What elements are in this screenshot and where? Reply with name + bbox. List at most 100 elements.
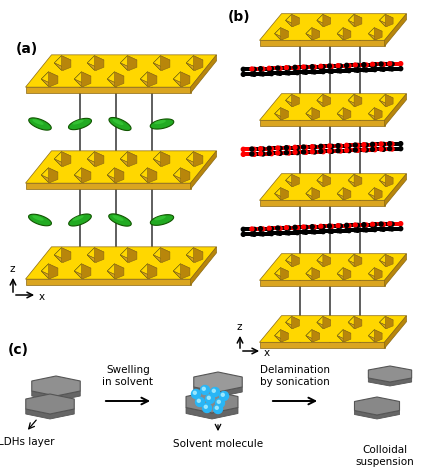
Circle shape <box>399 62 402 67</box>
Circle shape <box>293 71 297 75</box>
Polygon shape <box>304 66 315 70</box>
Polygon shape <box>385 174 406 207</box>
Circle shape <box>362 149 366 152</box>
Circle shape <box>276 231 280 236</box>
Polygon shape <box>317 101 325 107</box>
Circle shape <box>284 151 288 155</box>
Circle shape <box>379 63 383 67</box>
Polygon shape <box>260 148 271 151</box>
Circle shape <box>379 68 383 72</box>
Polygon shape <box>87 57 94 71</box>
Polygon shape <box>243 228 254 232</box>
Polygon shape <box>25 88 191 94</box>
Circle shape <box>336 144 340 149</box>
Text: (c): (c) <box>8 342 29 356</box>
Circle shape <box>215 407 218 409</box>
Polygon shape <box>148 264 157 279</box>
Circle shape <box>336 224 340 228</box>
Polygon shape <box>337 268 351 278</box>
Circle shape <box>287 152 291 156</box>
Polygon shape <box>269 72 280 76</box>
Polygon shape <box>312 188 319 200</box>
Polygon shape <box>385 316 406 348</box>
Circle shape <box>219 392 229 401</box>
Polygon shape <box>41 271 51 279</box>
Polygon shape <box>194 248 203 263</box>
Polygon shape <box>160 57 170 71</box>
Circle shape <box>310 225 314 229</box>
Polygon shape <box>321 65 332 69</box>
Polygon shape <box>348 175 354 187</box>
Polygon shape <box>114 73 124 87</box>
Polygon shape <box>347 229 357 233</box>
Polygon shape <box>347 64 357 68</box>
Circle shape <box>388 68 392 71</box>
Polygon shape <box>120 152 128 167</box>
Circle shape <box>390 148 394 152</box>
Circle shape <box>390 68 394 72</box>
Polygon shape <box>364 143 375 148</box>
Circle shape <box>293 151 297 155</box>
Circle shape <box>371 223 375 227</box>
Circle shape <box>364 149 368 153</box>
Circle shape <box>321 225 325 229</box>
Circle shape <box>214 405 222 414</box>
Polygon shape <box>87 159 97 167</box>
Circle shape <box>330 65 334 69</box>
Polygon shape <box>252 232 263 237</box>
Polygon shape <box>286 323 293 328</box>
Circle shape <box>319 65 323 69</box>
Polygon shape <box>291 317 299 328</box>
Polygon shape <box>153 64 163 71</box>
Circle shape <box>293 226 297 230</box>
Polygon shape <box>114 169 124 183</box>
Polygon shape <box>337 274 345 280</box>
Polygon shape <box>281 29 288 40</box>
Polygon shape <box>186 64 196 71</box>
Polygon shape <box>390 222 401 226</box>
Circle shape <box>362 143 366 148</box>
Polygon shape <box>140 73 148 87</box>
Polygon shape <box>87 57 104 68</box>
Polygon shape <box>390 68 401 71</box>
Polygon shape <box>368 109 382 118</box>
Polygon shape <box>148 73 157 87</box>
Polygon shape <box>329 149 340 154</box>
Polygon shape <box>306 268 312 280</box>
Polygon shape <box>338 224 349 228</box>
Polygon shape <box>379 95 385 107</box>
Polygon shape <box>140 176 149 183</box>
Circle shape <box>338 145 343 149</box>
Polygon shape <box>173 169 180 183</box>
Polygon shape <box>26 394 74 414</box>
Polygon shape <box>304 151 315 155</box>
Polygon shape <box>191 151 216 190</box>
Circle shape <box>353 144 357 148</box>
Polygon shape <box>54 64 64 71</box>
Circle shape <box>382 148 385 152</box>
Circle shape <box>388 142 392 146</box>
Circle shape <box>312 230 316 235</box>
Polygon shape <box>269 152 280 156</box>
Polygon shape <box>140 264 148 279</box>
Polygon shape <box>154 120 166 125</box>
Polygon shape <box>329 225 340 228</box>
Circle shape <box>336 149 340 153</box>
Circle shape <box>270 227 274 231</box>
Polygon shape <box>114 264 124 279</box>
Polygon shape <box>260 227 271 231</box>
Polygon shape <box>154 216 166 221</box>
Polygon shape <box>286 67 297 70</box>
Polygon shape <box>275 336 282 342</box>
Circle shape <box>284 226 288 230</box>
Circle shape <box>304 66 308 70</box>
Polygon shape <box>295 146 306 150</box>
Polygon shape <box>306 188 312 200</box>
Polygon shape <box>260 15 406 41</box>
Circle shape <box>261 148 265 152</box>
Polygon shape <box>368 268 375 280</box>
Circle shape <box>252 68 257 72</box>
Polygon shape <box>32 120 44 126</box>
Circle shape <box>259 72 263 77</box>
Circle shape <box>353 228 357 232</box>
